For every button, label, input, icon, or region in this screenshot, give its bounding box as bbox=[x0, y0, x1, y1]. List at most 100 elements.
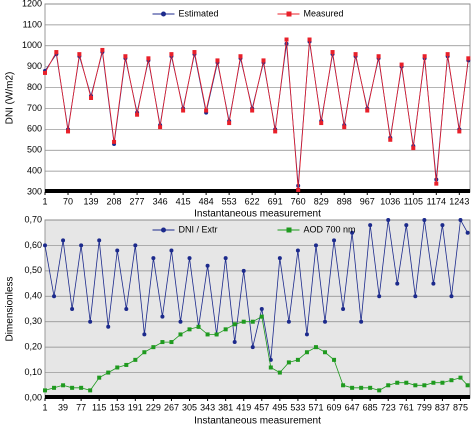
x-tick-label: 875 bbox=[453, 402, 468, 412]
legend-label: DNI / Extr bbox=[179, 224, 218, 234]
marker bbox=[440, 380, 445, 385]
y-tick-label: 0,70 bbox=[24, 214, 42, 224]
marker bbox=[250, 108, 255, 113]
marker bbox=[413, 383, 418, 388]
marker bbox=[133, 357, 138, 362]
series-line bbox=[44, 218, 468, 360]
marker bbox=[151, 256, 156, 261]
x-axis-title: Instantaneous measurement bbox=[194, 416, 321, 427]
marker bbox=[388, 137, 393, 142]
marker bbox=[307, 37, 312, 42]
marker bbox=[124, 362, 129, 367]
marker bbox=[196, 324, 201, 329]
marker bbox=[66, 129, 71, 134]
x-tick-label: 533 bbox=[290, 402, 305, 412]
marker bbox=[43, 388, 47, 393]
x-tick-label: 381 bbox=[218, 402, 233, 412]
marker bbox=[52, 385, 57, 390]
marker bbox=[296, 187, 301, 192]
marker bbox=[332, 238, 337, 243]
marker bbox=[277, 256, 282, 261]
marker bbox=[124, 307, 129, 311]
x-tick-label: 267 bbox=[164, 402, 179, 412]
marker bbox=[359, 385, 364, 390]
marker bbox=[97, 238, 102, 243]
x-tick-label: 553 bbox=[222, 196, 237, 206]
marker bbox=[359, 319, 364, 324]
marker bbox=[376, 54, 381, 59]
marker bbox=[123, 54, 128, 59]
marker bbox=[70, 385, 75, 390]
marker bbox=[160, 314, 165, 319]
x-axis-title: Instantaneous measurement bbox=[194, 209, 321, 220]
marker bbox=[458, 375, 463, 380]
marker bbox=[341, 383, 346, 388]
x-tick-label: 346 bbox=[153, 196, 168, 206]
marker bbox=[52, 294, 57, 299]
marker bbox=[449, 294, 454, 299]
legend-label: Measured bbox=[304, 8, 344, 18]
x-tick-label: 799 bbox=[417, 402, 432, 412]
marker bbox=[295, 357, 300, 362]
x-axis bbox=[45, 395, 470, 399]
marker bbox=[142, 332, 147, 337]
marker bbox=[43, 70, 47, 75]
marker bbox=[313, 345, 318, 350]
marker bbox=[169, 340, 174, 345]
marker bbox=[404, 223, 409, 228]
y-tick-label: 800 bbox=[27, 82, 42, 92]
y-tick-label: 900 bbox=[27, 61, 42, 71]
x-tick-label: 343 bbox=[200, 402, 215, 412]
x-tick-label: 1 bbox=[42, 402, 47, 412]
legend-label: Estimated bbox=[179, 8, 219, 18]
x-tick-label: 685 bbox=[363, 402, 378, 412]
marker bbox=[434, 181, 439, 186]
marker bbox=[115, 248, 120, 253]
x-tick-label: 191 bbox=[128, 402, 143, 412]
marker bbox=[214, 332, 219, 337]
x-tick-label: 115 bbox=[92, 402, 106, 412]
marker bbox=[440, 223, 445, 228]
x-tick-label: 139 bbox=[84, 196, 99, 206]
x-tick-label: 1 bbox=[42, 196, 47, 206]
y-axis-title: Dimensionless bbox=[5, 276, 16, 341]
y-tick-label: 0,30 bbox=[24, 316, 42, 326]
marker bbox=[43, 243, 47, 248]
x-tick-label: 609 bbox=[327, 402, 342, 412]
marker bbox=[273, 129, 278, 134]
marker bbox=[277, 370, 282, 375]
marker bbox=[227, 121, 232, 126]
marker bbox=[133, 243, 138, 248]
marker bbox=[238, 54, 243, 59]
marker bbox=[204, 108, 209, 113]
marker bbox=[368, 385, 373, 390]
series-line bbox=[44, 39, 469, 190]
marker bbox=[323, 319, 328, 324]
marker bbox=[350, 230, 355, 235]
marker bbox=[377, 294, 382, 299]
legend-label: AOD 700 nm bbox=[304, 224, 356, 234]
marker bbox=[160, 340, 165, 345]
x-tick-label: 761 bbox=[399, 402, 414, 412]
y-tick-label: 300 bbox=[27, 186, 42, 196]
marker bbox=[70, 307, 75, 311]
x-tick-label: 898 bbox=[337, 196, 352, 206]
marker bbox=[232, 322, 237, 327]
marker bbox=[187, 327, 192, 332]
y-tick-label: 0,10 bbox=[24, 367, 42, 377]
marker bbox=[88, 319, 93, 324]
marker bbox=[205, 263, 210, 268]
marker bbox=[97, 375, 102, 380]
marker bbox=[458, 218, 463, 222]
marker bbox=[79, 243, 84, 248]
marker bbox=[411, 146, 416, 151]
legend-marker bbox=[286, 11, 292, 17]
marker bbox=[431, 380, 436, 385]
marker bbox=[232, 340, 237, 345]
marker bbox=[259, 314, 264, 319]
x-tick-label: 829 bbox=[314, 196, 329, 206]
marker bbox=[342, 125, 347, 130]
legend-marker bbox=[161, 227, 166, 233]
marker bbox=[142, 350, 147, 355]
marker bbox=[61, 383, 66, 388]
